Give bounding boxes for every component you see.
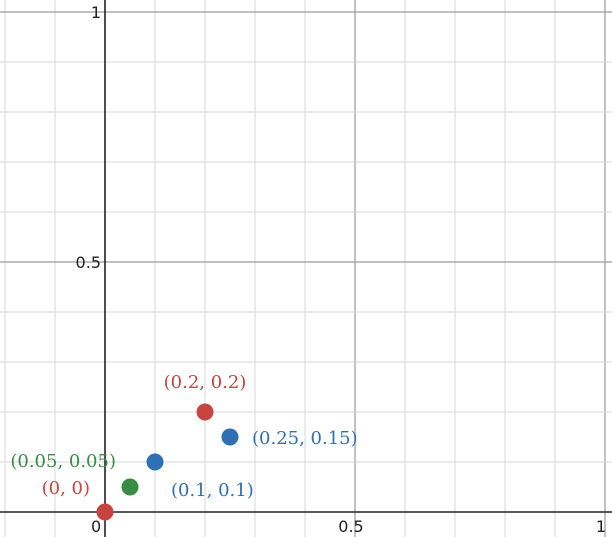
data-point[interactable] — [196, 403, 214, 421]
data-point[interactable] — [121, 478, 139, 496]
data-point[interactable] — [96, 503, 114, 521]
point-label: (0.2, 0.2) — [164, 372, 247, 393]
point-labels: (0, 0) (0.05, 0.05) (0.1, 0.1) (0.2, 0.2) (0… — [10, 372, 357, 501]
x-tick-label: 0.5 — [338, 517, 363, 536]
points — [96, 403, 239, 521]
x-tick-label: 1 — [596, 517, 606, 536]
x-tick-label: 0 — [91, 517, 101, 536]
point-label: (0, 0) — [42, 478, 90, 499]
data-point[interactable] — [146, 453, 164, 471]
tick-labels: 0 0.5 1 0.5 1 — [76, 3, 607, 536]
point-label: (0.05, 0.05) — [10, 451, 116, 472]
point-label: (0.1, 0.1) — [171, 480, 254, 501]
y-tick-label: 0.5 — [76, 253, 101, 272]
point-label: (0.25, 0.15) — [252, 428, 358, 449]
data-point[interactable] — [221, 428, 239, 446]
y-tick-label: 1 — [91, 3, 101, 22]
